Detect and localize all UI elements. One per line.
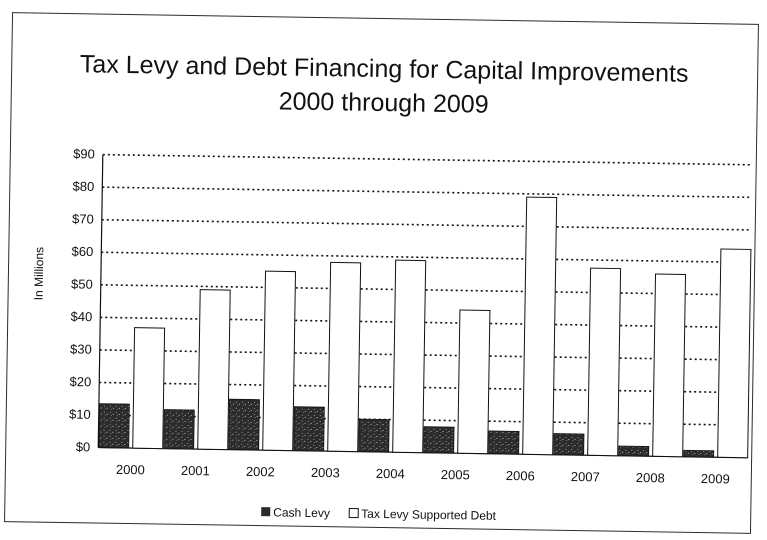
bar-cash-levy	[228, 398, 260, 451]
bar-tax-levy-supported-debt	[522, 196, 558, 456]
x-tick-label: 2003	[311, 465, 340, 480]
x-tick-label: 2009	[701, 471, 730, 486]
y-tick-label: $80	[73, 179, 95, 194]
bar-tax-levy-supported-debt	[197, 289, 231, 451]
y-axis-label: In Millions	[32, 247, 47, 301]
bar-tax-levy-supported-debt	[392, 259, 427, 454]
bar-tax-levy-supported-debt	[262, 270, 297, 452]
x-tick-label: 2002	[246, 464, 275, 479]
bar-tax-levy-supported-debt	[587, 267, 622, 457]
legend-label-cash-levy: Cash Levy	[273, 505, 330, 520]
y-tick-label: $60	[71, 244, 93, 259]
y-axis	[97, 154, 104, 448]
x-tick-label: 2004	[376, 466, 405, 481]
x-tick-label: 2008	[636, 470, 665, 485]
chart: Tax Levy and Debt Financing for Capital …	[32, 50, 753, 523]
chart-subtitle: 2000 through 2009	[279, 87, 489, 118]
x-tick-label: 2005	[441, 467, 470, 482]
y-tick-label: $10	[69, 407, 91, 422]
bar-cash-levy	[488, 430, 520, 455]
x-tick-label: 2000	[116, 462, 145, 477]
legend: Cash Levy Tax Levy Supported Debt	[261, 505, 497, 523]
bar-tax-levy-supported-debt	[652, 273, 687, 458]
bar-cash-levy	[553, 433, 585, 456]
bar-cash-levy	[358, 418, 390, 453]
x-tick-label: 2007	[571, 469, 600, 484]
bar-tax-levy-supported-debt	[132, 327, 166, 450]
gridline	[102, 153, 753, 166]
gridline	[102, 186, 753, 199]
y-tick-label: $20	[69, 374, 91, 389]
bar-tax-levy-supported-debt	[457, 309, 491, 455]
y-tick-label: $70	[72, 211, 94, 226]
bar-cash-levy	[683, 449, 715, 458]
bar-cash-levy	[618, 445, 650, 457]
y-tick-label: $30	[70, 341, 92, 356]
bar-cash-levy	[423, 426, 455, 454]
legend-label-tax-levy-supported-debt: Tax Levy Supported Debt	[361, 507, 497, 523]
y-tick-label: $40	[70, 309, 92, 324]
x-tick-label: 2006	[506, 468, 535, 483]
y-tick-label: $90	[73, 146, 95, 161]
bar-cash-levy	[163, 409, 195, 450]
bar-cash-levy	[98, 403, 130, 449]
bar-cash-levy	[293, 406, 325, 452]
gridline	[101, 251, 752, 264]
chart-frame: Tax Levy and Debt Financing for Capital …	[4, 12, 759, 534]
chart-title: Tax Levy and Debt Financing for Capital …	[80, 50, 689, 88]
x-tick-label: 2001	[181, 463, 210, 478]
y-tick-label: $0	[76, 439, 91, 454]
legend-swatch-tax-levy-supported-debt	[348, 508, 359, 519]
legend-swatch-cash-levy	[261, 507, 271, 517]
gridline	[101, 218, 752, 231]
plot-area: $0 $10 $20 $30 $40 $50 $60 $70 $80 $90 2000 2001 200…	[69, 146, 753, 486]
bar-tax-levy-supported-debt	[717, 248, 752, 459]
bar-tax-levy-supported-debt	[327, 261, 362, 453]
y-tick-label: $50	[71, 276, 93, 291]
